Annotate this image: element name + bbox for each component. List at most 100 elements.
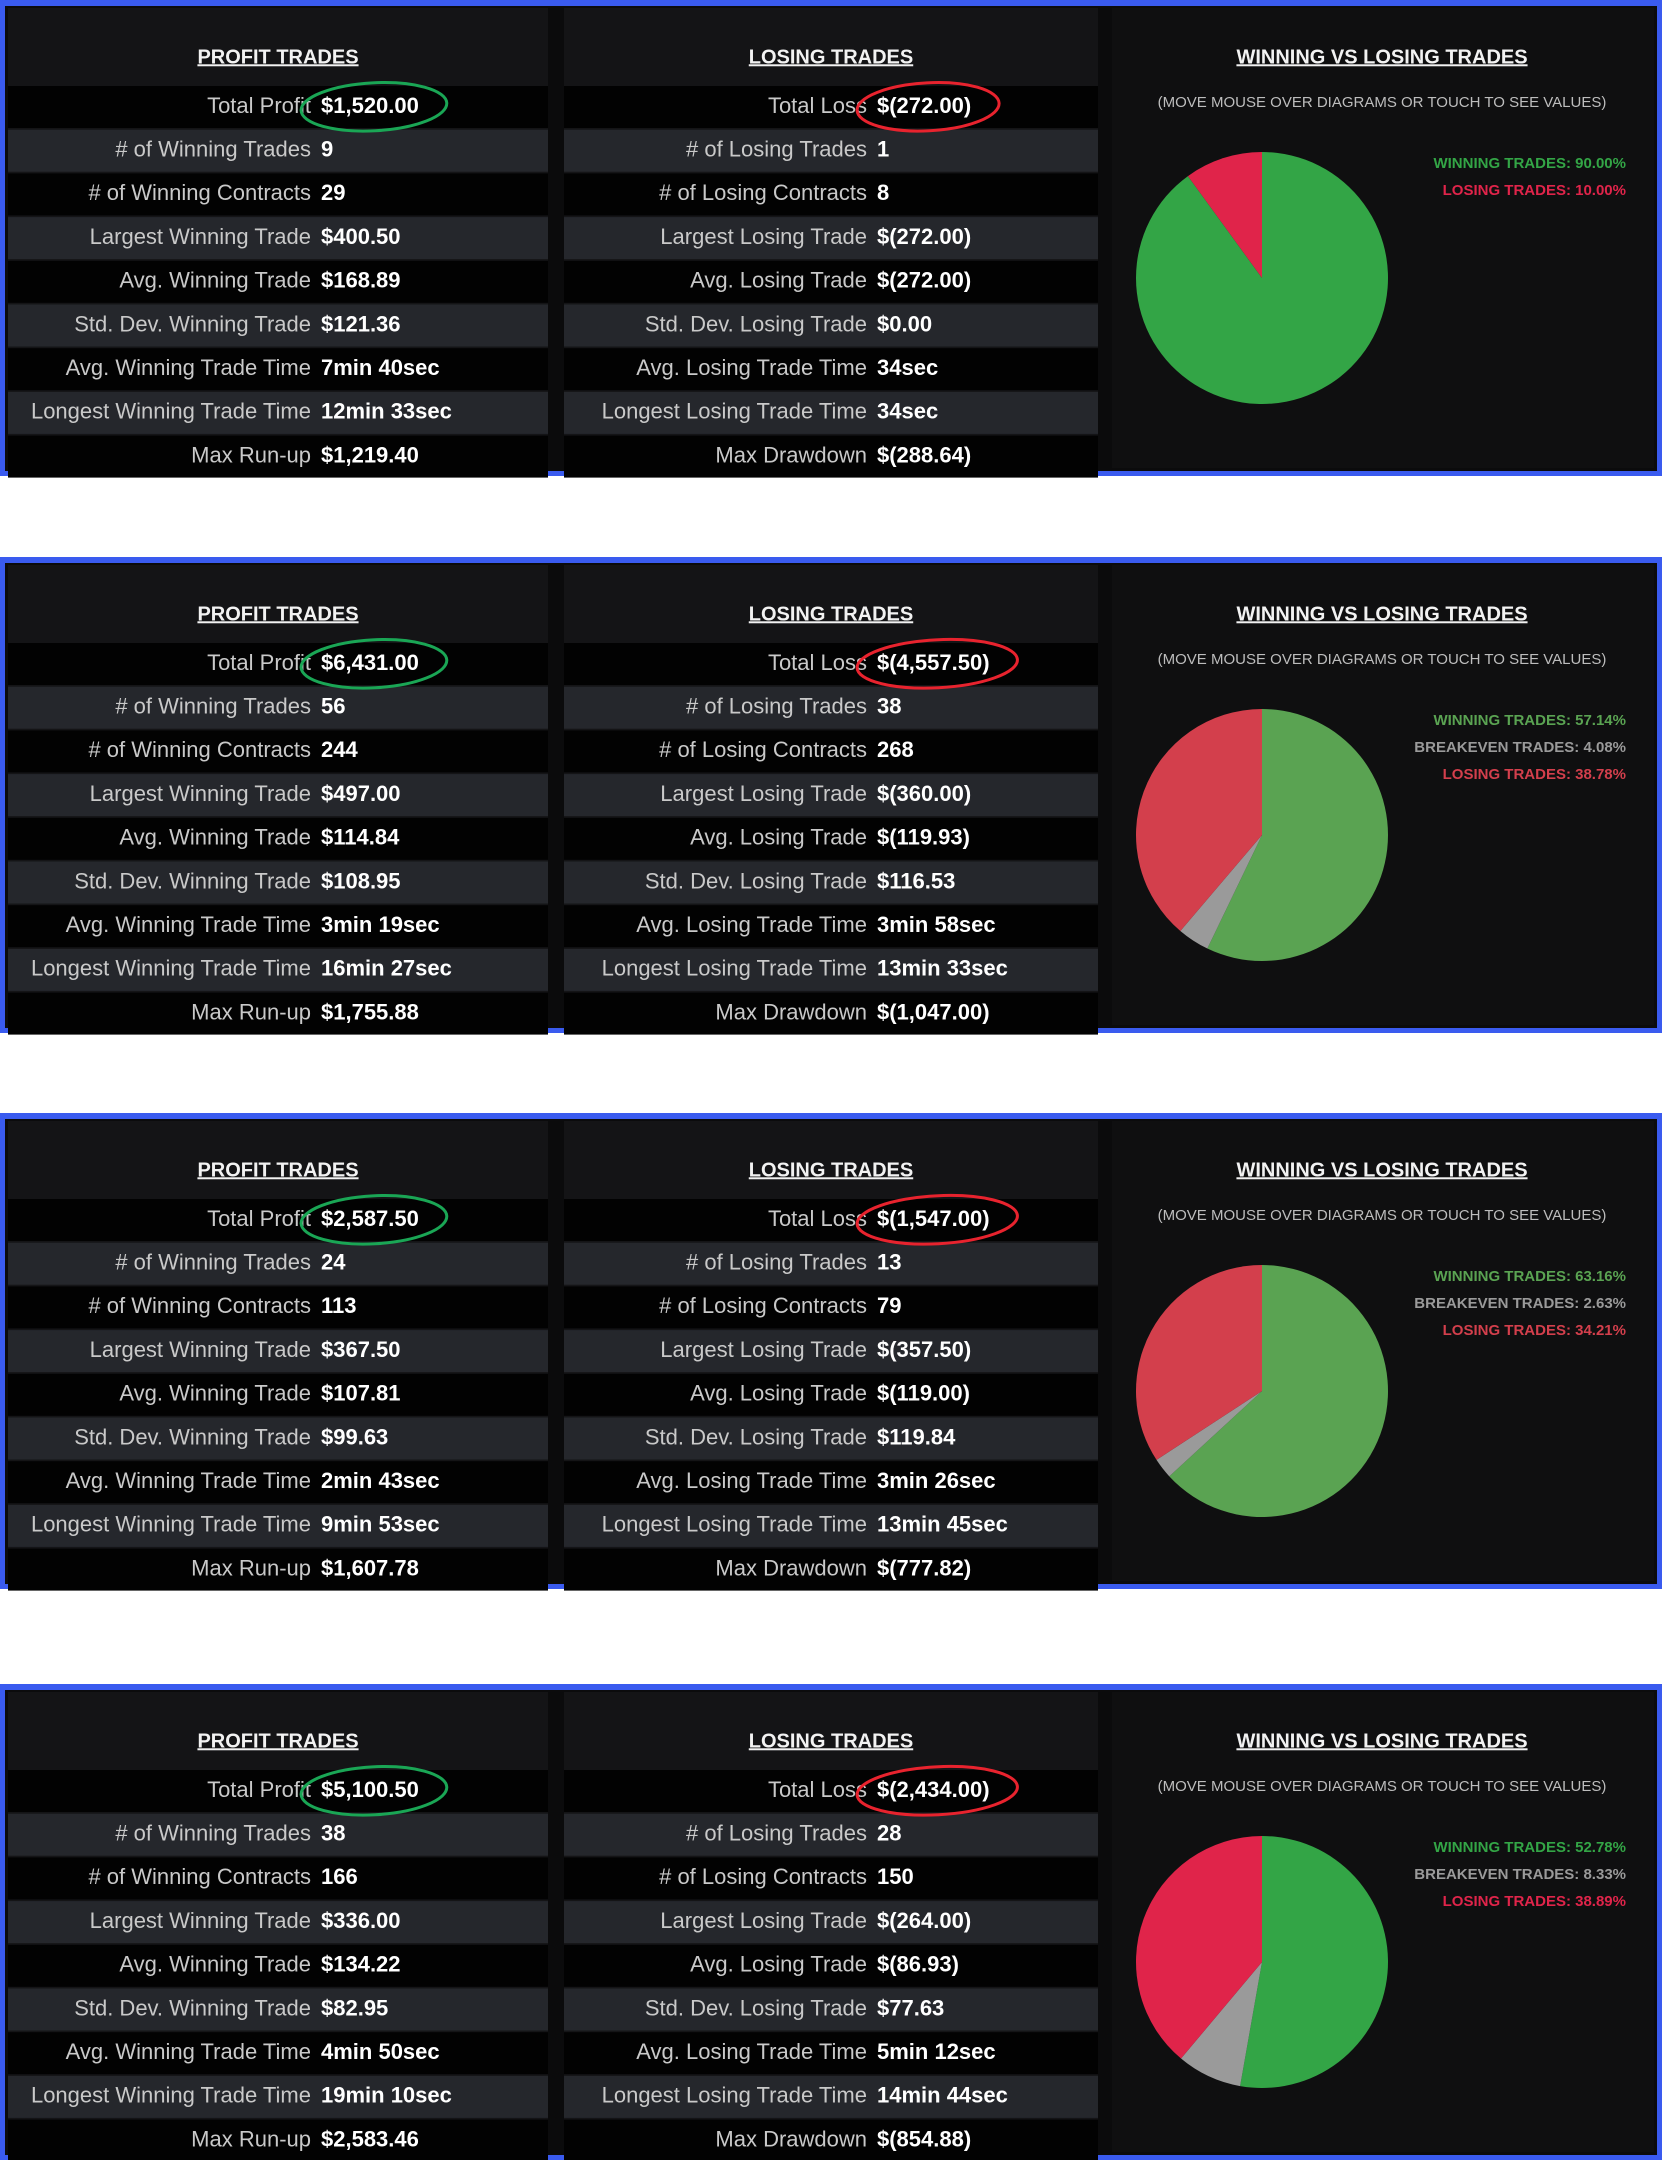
row-bg	[564, 2032, 1098, 2075]
stat-value: $82.95	[321, 1995, 388, 2020]
stat-label: Total Profit	[207, 1206, 311, 1231]
stat-label: Std. Dev. Losing Trade	[645, 311, 867, 336]
stat-label: Max Drawdown	[715, 2126, 867, 2151]
section-title: LOSING TRADES	[749, 603, 913, 625]
stat-label: # of Winning Contracts	[88, 1293, 311, 1318]
stat-value: 1	[877, 137, 889, 162]
stat-label: Longest Losing Trade Time	[602, 399, 867, 424]
stat-value: $(4,557.50)	[877, 650, 990, 675]
row-bg	[8, 348, 548, 391]
row-bg	[8, 391, 548, 434]
row-bg	[8, 730, 548, 773]
row-bg	[8, 2119, 548, 2160]
stat-value: $114.84	[321, 825, 400, 850]
row-bg	[564, 905, 1098, 948]
row-bg	[564, 1813, 1098, 1856]
stat-value: 4min 50sec	[321, 2039, 440, 2064]
stat-label: Avg. Winning Trade Time	[66, 355, 311, 380]
stat-value: 12min 33sec	[321, 399, 452, 424]
stat-label: Total Profit	[207, 650, 311, 675]
row-bg	[8, 1461, 548, 1504]
stat-label: # of Losing Contracts	[659, 180, 867, 205]
row-bg	[564, 1944, 1098, 1987]
row-bg	[8, 1857, 548, 1900]
annotation-circle	[299, 1765, 449, 1817]
stat-label: Std. Dev. Losing Trade	[645, 1424, 867, 1449]
stat-value: 3min 26sec	[877, 1468, 996, 1493]
pie-subtitle: (MOVE MOUSE OVER DIAGRAMS OR TOUCH TO SE…	[1158, 1778, 1607, 1795]
row-bg	[8, 217, 548, 260]
stat-label: Total Loss	[768, 1206, 867, 1231]
stat-label: Avg. Winning Trade	[119, 1381, 311, 1406]
pie-slice	[1240, 1836, 1388, 2088]
stats-panel: PROFIT TRADES Total Profit $5,100.50 # of W…	[0, 1684, 1662, 2160]
section-title: PROFIT TRADES	[197, 46, 358, 68]
stat-label: Avg. Winning Trade Time	[66, 2039, 311, 2064]
row-bg	[8, 260, 548, 303]
stat-label: Avg. Losing Trade Time	[636, 355, 867, 380]
stat-value: 38	[321, 1821, 345, 1846]
stat-value: $108.95	[321, 868, 401, 893]
stat-label: Max Drawdown	[715, 442, 867, 467]
stat-label: Avg. Losing Trade	[690, 825, 867, 850]
stat-label: # of Winning Trades	[115, 694, 311, 719]
stat-label: Avg. Winning Trade Time	[66, 912, 311, 937]
stat-value: $0.00	[877, 311, 932, 336]
legend-entry: LOSING TRADES: 38.89%	[1443, 1893, 1626, 1910]
stat-label: Longest Winning Trade Time	[31, 2083, 311, 2108]
stat-value: 34sec	[877, 399, 938, 424]
stat-label: Longest Winning Trade Time	[31, 1512, 311, 1537]
row-bg	[8, 992, 548, 1035]
stat-label: Max Run-up	[191, 1555, 311, 1580]
stat-label: Avg. Losing Trade	[690, 1381, 867, 1406]
stat-label: Avg. Winning Trade	[119, 268, 311, 293]
stat-value: $121.36	[321, 311, 401, 336]
annotation-circle	[855, 1764, 1019, 1817]
stat-value: 2min 43sec	[321, 1468, 440, 1493]
row-bg	[8, 905, 548, 948]
stat-value: 150	[877, 1864, 914, 1889]
stat-label: # of Winning Contracts	[88, 1864, 311, 1889]
stat-label: Avg. Winning Trade	[119, 825, 311, 850]
annotation-circle	[855, 81, 1001, 133]
legend-entry: BREAKEVEN TRADES: 8.33%	[1414, 1866, 1626, 1883]
stat-value: $(360.00)	[877, 781, 971, 806]
stat-label: Std. Dev. Winning Trade	[74, 1995, 311, 2020]
row-bg	[564, 2075, 1098, 2118]
row-bg	[8, 817, 548, 860]
stat-label: # of Losing Contracts	[659, 1293, 867, 1318]
stat-value: $(854.88)	[877, 2126, 971, 2151]
row-bg	[8, 1504, 548, 1547]
stat-label: Avg. Losing Trade Time	[636, 1468, 867, 1493]
stat-value: 9min 53sec	[321, 1512, 440, 1537]
row-bg	[564, 1504, 1098, 1547]
stat-label: Std. Dev. Winning Trade	[74, 1424, 311, 1449]
row-bg	[8, 1813, 548, 1856]
row-bg	[8, 173, 548, 216]
stat-value: 34sec	[877, 355, 938, 380]
legend-entry: WINNING TRADES: 90.00%	[1433, 155, 1626, 172]
row-bg	[564, 1330, 1098, 1373]
row-bg	[564, 992, 1098, 1035]
pie-slice	[1136, 1265, 1262, 1460]
stat-value: 5min 12sec	[877, 2039, 996, 2064]
stat-value: $(357.50)	[877, 1337, 971, 1362]
row-bg	[8, 1988, 548, 2031]
pie-title: WINNING VS LOSING TRADES	[1236, 603, 1527, 625]
stat-label: Largest Winning Trade	[90, 781, 311, 806]
stat-value: $116.53	[877, 868, 955, 893]
row-bg	[8, 1901, 548, 1944]
stat-label: Total Profit	[207, 93, 311, 118]
row-bg	[564, 391, 1098, 434]
legend-entry: LOSING TRADES: 10.00%	[1443, 182, 1626, 199]
stat-value: $(1,047.00)	[877, 999, 990, 1024]
section-title: PROFIT TRADES	[197, 1159, 358, 1181]
row-bg	[564, 1988, 1098, 2031]
stat-value: 113	[321, 1293, 357, 1318]
stats-panel: PROFIT TRADES Total Profit $2,587.50 # of W…	[0, 1113, 1662, 1591]
stat-value: 3min 19sec	[321, 912, 440, 937]
row-bg	[8, 1417, 548, 1460]
row-bg	[564, 217, 1098, 260]
row-bg	[564, 129, 1098, 172]
row-bg	[8, 1944, 548, 1987]
